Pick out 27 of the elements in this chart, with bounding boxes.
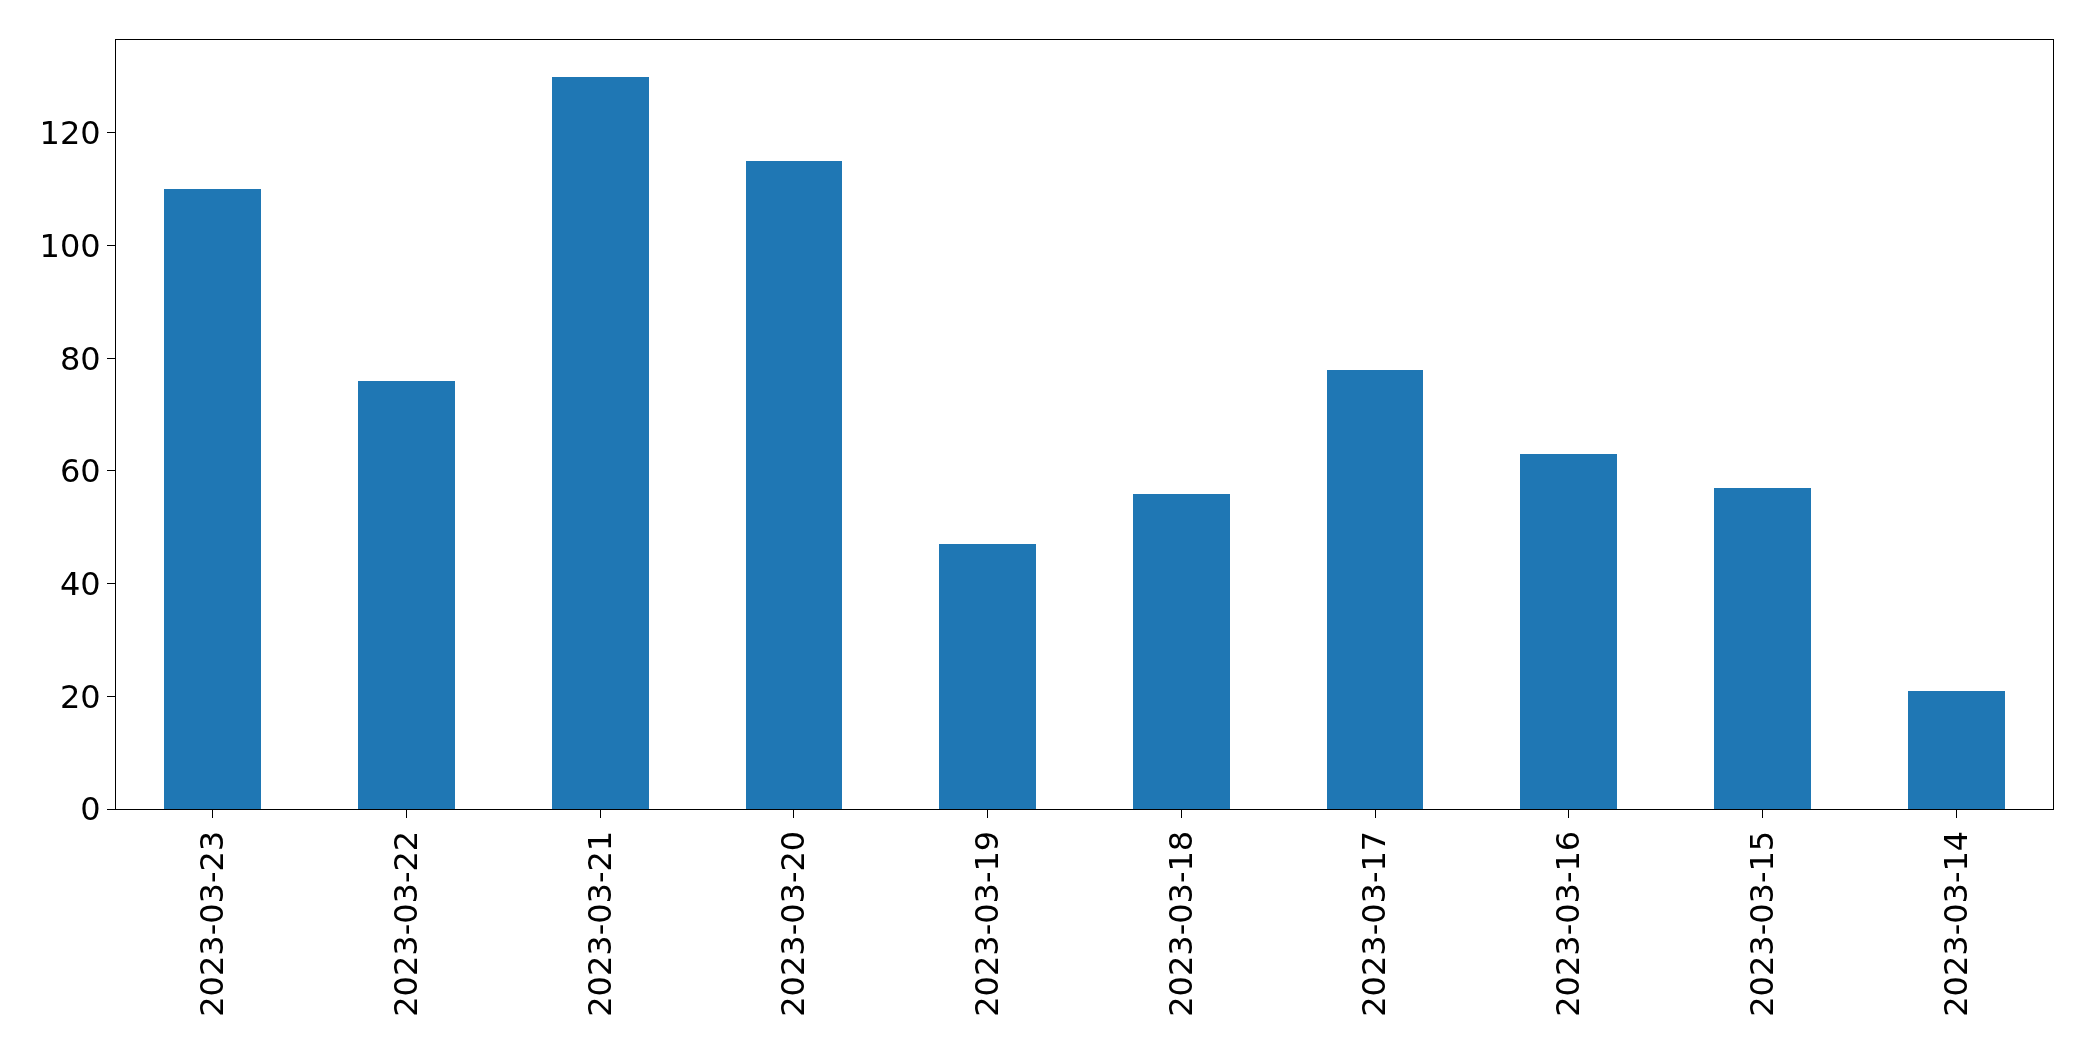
x-tick-label: 2023-03-16 bbox=[1549, 830, 1588, 1017]
y-tick-label: 100 bbox=[39, 226, 101, 265]
x-tick-label: 2023-03-18 bbox=[1161, 830, 1200, 1017]
y-tick-label: 40 bbox=[59, 564, 101, 603]
bar bbox=[164, 189, 261, 809]
x-tick-label: 2023-03-20 bbox=[774, 830, 813, 1017]
bar bbox=[1714, 488, 1811, 809]
x-tick-label: 2023-03-22 bbox=[386, 830, 425, 1017]
x-tick-label: 2023-03-23 bbox=[193, 830, 232, 1017]
bar bbox=[939, 544, 1036, 809]
bar bbox=[1908, 691, 2005, 809]
x-tick-label: 2023-03-21 bbox=[580, 830, 619, 1017]
y-tick-label: 80 bbox=[59, 339, 101, 378]
x-tick-label: 2023-03-19 bbox=[968, 830, 1007, 1017]
bar bbox=[358, 381, 455, 809]
y-tick-label: 60 bbox=[59, 452, 101, 491]
bar bbox=[1133, 494, 1230, 809]
bar bbox=[552, 77, 649, 809]
bar bbox=[1327, 370, 1423, 809]
y-tick-label: 20 bbox=[59, 677, 101, 716]
y-tick-label: 0 bbox=[80, 790, 101, 829]
bar bbox=[1520, 454, 1617, 809]
y-tick-label: 120 bbox=[39, 114, 101, 153]
x-tick-label: 2023-03-17 bbox=[1355, 830, 1394, 1017]
x-tick-label: 2023-03-15 bbox=[1742, 830, 1781, 1017]
bar bbox=[746, 161, 842, 809]
x-tick-label: 2023-03-14 bbox=[1936, 830, 1975, 1017]
